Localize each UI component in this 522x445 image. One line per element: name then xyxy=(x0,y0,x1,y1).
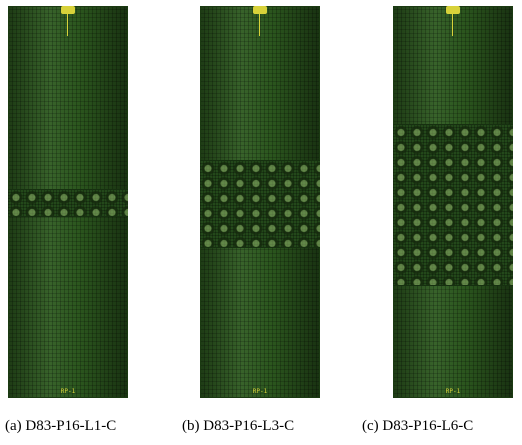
reference-point-axis xyxy=(67,12,68,36)
buckling-zone xyxy=(393,124,513,286)
reference-point-top-icon xyxy=(446,6,460,14)
reference-point-axis xyxy=(452,12,453,36)
caption-c: (c) D83-P16-L6-C xyxy=(362,418,474,434)
caption-a: (a) D83-P16-L1-C xyxy=(5,418,117,434)
reference-point-axis xyxy=(259,12,260,36)
fe-model-b: RP-1 xyxy=(200,6,320,398)
rp-label: RP-1 xyxy=(445,388,461,395)
fe-model-a: RP-1 xyxy=(8,6,128,398)
buckling-zone xyxy=(200,160,320,248)
buckling-zone xyxy=(8,189,128,217)
reference-point-top-icon xyxy=(253,6,267,14)
reference-point-top-icon xyxy=(61,6,75,14)
caption-b: (b) D83-P16-L3-C xyxy=(182,418,295,434)
fe-model-c: RP-1 xyxy=(393,6,513,398)
rp-label: RP-1 xyxy=(60,388,76,395)
rp-label: RP-1 xyxy=(252,388,268,395)
